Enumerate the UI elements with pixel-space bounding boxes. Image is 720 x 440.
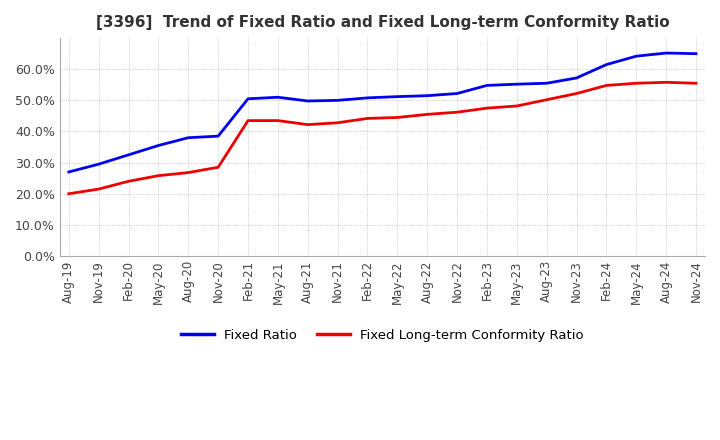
- Fixed Ratio: [542, 81, 551, 86]
- Line: Fixed Ratio: Fixed Ratio: [69, 53, 696, 172]
- Fixed Ratio: [513, 81, 521, 87]
- Fixed Long-term Conformity Ratio: [214, 165, 222, 170]
- Legend: Fixed Ratio, Fixed Long-term Conformity Ratio: Fixed Ratio, Fixed Long-term Conformity …: [176, 323, 590, 347]
- Fixed Long-term Conformity Ratio: [632, 81, 641, 86]
- Fixed Ratio: [333, 98, 342, 103]
- Fixed Ratio: [423, 93, 431, 98]
- Fixed Long-term Conformity Ratio: [65, 191, 73, 196]
- Line: Fixed Long-term Conformity Ratio: Fixed Long-term Conformity Ratio: [69, 82, 696, 194]
- Fixed Ratio: [692, 51, 701, 56]
- Fixed Ratio: [154, 143, 163, 148]
- Fixed Long-term Conformity Ratio: [662, 80, 670, 85]
- Fixed Long-term Conformity Ratio: [602, 83, 611, 88]
- Fixed Long-term Conformity Ratio: [513, 103, 521, 109]
- Fixed Long-term Conformity Ratio: [393, 115, 402, 120]
- Fixed Long-term Conformity Ratio: [333, 120, 342, 125]
- Fixed Long-term Conformity Ratio: [125, 179, 133, 184]
- Fixed Ratio: [125, 152, 133, 158]
- Fixed Long-term Conformity Ratio: [482, 106, 491, 111]
- Fixed Ratio: [214, 133, 222, 139]
- Fixed Ratio: [274, 95, 282, 100]
- Fixed Ratio: [65, 169, 73, 175]
- Fixed Long-term Conformity Ratio: [184, 170, 193, 175]
- Fixed Ratio: [393, 94, 402, 99]
- Fixed Ratio: [602, 62, 611, 67]
- Fixed Ratio: [303, 99, 312, 104]
- Title: [3396]  Trend of Fixed Ratio and Fixed Long-term Conformity Ratio: [3396] Trend of Fixed Ratio and Fixed Lo…: [96, 15, 670, 30]
- Fixed Long-term Conformity Ratio: [453, 110, 462, 115]
- Fixed Long-term Conformity Ratio: [94, 187, 103, 192]
- Fixed Long-term Conformity Ratio: [303, 122, 312, 127]
- Fixed Long-term Conformity Ratio: [243, 118, 252, 123]
- Fixed Long-term Conformity Ratio: [154, 173, 163, 178]
- Fixed Long-term Conformity Ratio: [572, 91, 581, 96]
- Fixed Long-term Conformity Ratio: [423, 112, 431, 117]
- Fixed Long-term Conformity Ratio: [363, 116, 372, 121]
- Fixed Long-term Conformity Ratio: [692, 81, 701, 86]
- Fixed Ratio: [94, 161, 103, 167]
- Fixed Ratio: [572, 75, 581, 81]
- Fixed Long-term Conformity Ratio: [542, 97, 551, 103]
- Fixed Ratio: [632, 54, 641, 59]
- Fixed Ratio: [243, 96, 252, 102]
- Fixed Ratio: [453, 91, 462, 96]
- Fixed Ratio: [662, 51, 670, 56]
- Fixed Ratio: [482, 83, 491, 88]
- Fixed Long-term Conformity Ratio: [274, 118, 282, 123]
- Fixed Ratio: [363, 95, 372, 100]
- Fixed Ratio: [184, 135, 193, 140]
